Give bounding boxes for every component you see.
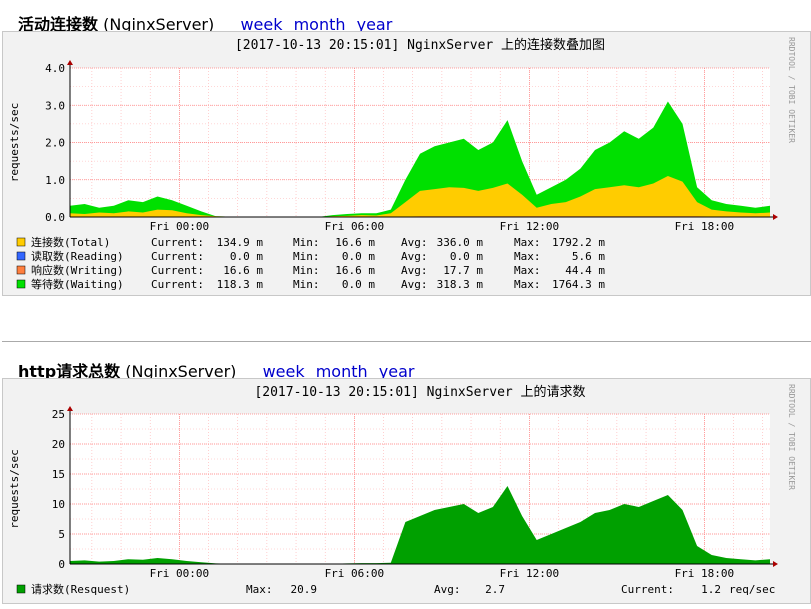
week-link[interactable]: week bbox=[262, 362, 305, 381]
connections-graph: [2017-10-13 20:15:01] NginxServer 上的连接数叠… bbox=[2, 31, 811, 296]
x-tick-label: Fri 06:00 bbox=[325, 220, 385, 233]
y-tick-label: 15 bbox=[52, 468, 65, 481]
legend-min-label: Min: bbox=[293, 264, 320, 277]
legend-avg-value: 336.0 m bbox=[437, 236, 484, 249]
section-title: 活动连接数 bbox=[18, 15, 99, 34]
legend-swatch bbox=[16, 584, 26, 594]
requests-graph: [2017-10-13 20:15:01] NginxServer 上的请求数 R… bbox=[2, 378, 811, 604]
x-tick-label: Fri 18:00 bbox=[675, 220, 735, 233]
waiting-area bbox=[70, 101, 770, 217]
legend-label: 请求数(Resquest) bbox=[31, 583, 130, 596]
legend-max-value: 44.4 m bbox=[565, 264, 605, 277]
legend-min-value: 16.6 m bbox=[335, 264, 375, 277]
y-tick-label: 2.0 bbox=[45, 137, 65, 150]
legend-min-value: 0.0 m bbox=[342, 278, 375, 291]
legend-avg-label: Avg: bbox=[434, 583, 461, 596]
legend-current-value: 118.3 m bbox=[217, 278, 264, 291]
y-tick-label: 4.0 bbox=[45, 62, 65, 75]
legend-max-label: Max: bbox=[514, 278, 541, 291]
month-link[interactable]: month bbox=[293, 15, 346, 34]
legend-swatch bbox=[16, 251, 26, 261]
legend-current-label: Current: bbox=[151, 278, 204, 291]
y-axis-label: requests/sec bbox=[8, 103, 21, 182]
y-axis-arrow bbox=[67, 60, 73, 65]
x-tick-label: Fri 12:00 bbox=[500, 220, 560, 233]
month-link[interactable]: month bbox=[315, 362, 368, 381]
legend-min-value: 0.0 m bbox=[342, 250, 375, 263]
legend-swatch bbox=[16, 279, 26, 289]
section-divider bbox=[2, 341, 811, 342]
section-title: http请求总数 bbox=[18, 362, 121, 381]
section-heading-connections: 活动连接数 (NginxServer) week month year bbox=[18, 11, 392, 35]
legend-current-label: Current: bbox=[621, 583, 674, 596]
legend-avg-label: Avg: bbox=[401, 278, 428, 291]
requests-chart: [2017-10-13 20:15:01] NginxServer 上的请求数 R… bbox=[8, 384, 796, 596]
y-tick-label: 20 bbox=[52, 438, 65, 451]
total-area bbox=[70, 176, 770, 217]
y-tick-label: 5 bbox=[58, 528, 65, 541]
legend-current-value: 134.9 m bbox=[217, 236, 264, 249]
x-tick-label: Fri 00:00 bbox=[150, 220, 210, 233]
legend-current-label: Current: bbox=[151, 250, 204, 263]
week-link[interactable]: week bbox=[240, 15, 283, 34]
legend-max-value: 1764.3 m bbox=[552, 278, 605, 291]
legend-max-value: 1792.2 m bbox=[552, 236, 605, 249]
x-tick-label: Fri 00:00 bbox=[150, 567, 210, 580]
legend-current-value: 1.2 bbox=[701, 583, 721, 596]
legend-max-value: 5.6 m bbox=[572, 250, 605, 263]
legend-max-label: Max: bbox=[514, 236, 541, 249]
legend-avg-value: 0.0 m bbox=[450, 250, 483, 263]
legend-avg-value: 17.7 m bbox=[443, 264, 483, 277]
legend-min-value: 16.6 m bbox=[335, 236, 375, 249]
legend-min-label: Min: bbox=[293, 250, 320, 263]
legend-current-value: 0.0 m bbox=[230, 250, 263, 263]
year-link[interactable]: year bbox=[356, 15, 393, 34]
y-tick-label: 3.0 bbox=[45, 99, 65, 112]
x-tick-label: Fri 12:00 bbox=[500, 567, 560, 580]
chart-title: [2017-10-13 20:15:01] NginxServer 上的连接数叠… bbox=[235, 37, 605, 53]
server-name: (NginxServer) bbox=[125, 362, 237, 381]
legend-current-value: 16.6 m bbox=[223, 264, 263, 277]
x-tick-label: Fri 06:00 bbox=[325, 567, 385, 580]
legend-max-label: Max: bbox=[514, 264, 541, 277]
legend-swatch bbox=[16, 237, 26, 247]
legend-avg-label: Avg: bbox=[401, 250, 428, 263]
legend-max-value: 20.9 bbox=[291, 583, 318, 596]
x-axis-arrow bbox=[773, 561, 778, 567]
requests-area bbox=[70, 486, 770, 564]
legend-label: 读取数(Reading) bbox=[31, 249, 124, 263]
y-tick-label: 0.0 bbox=[45, 211, 65, 224]
x-axis-arrow bbox=[773, 214, 778, 220]
y-tick-label: 25 bbox=[52, 408, 65, 421]
chart-title: [2017-10-13 20:15:01] NginxServer 上的请求数 bbox=[254, 384, 585, 400]
legend-swatch bbox=[16, 265, 26, 275]
legend-label: 等待数(Waiting) bbox=[31, 277, 124, 291]
y-axis-label: requests/sec bbox=[8, 449, 21, 528]
legend-avg-value: 2.7 bbox=[485, 583, 505, 596]
legend-max-label: Max: bbox=[514, 250, 541, 263]
legend-label: 连接数(Total) bbox=[31, 236, 110, 249]
legend-max-label: Max: bbox=[246, 583, 273, 596]
legend-avg-label: Avg: bbox=[401, 236, 428, 249]
connections-chart: [2017-10-13 20:15:01] NginxServer 上的连接数叠… bbox=[8, 37, 796, 291]
legend-min-label: Min: bbox=[293, 278, 320, 291]
section-heading-requests: http请求总数 (NginxServer) week month year bbox=[18, 358, 414, 382]
x-tick-label: Fri 18:00 bbox=[675, 567, 735, 580]
legend-avg-value: 318.3 m bbox=[437, 278, 484, 291]
legend-current-label: Current: bbox=[151, 236, 204, 249]
legend-min-label: Min: bbox=[293, 236, 320, 249]
legend-avg-label: Avg: bbox=[401, 264, 428, 277]
year-link[interactable]: year bbox=[378, 362, 415, 381]
legend-current-label: Current: bbox=[151, 264, 204, 277]
legend-unit: req/sec bbox=[729, 583, 775, 596]
y-tick-label: 0 bbox=[58, 558, 65, 571]
y-tick-label: 10 bbox=[52, 498, 65, 511]
watermark: RRDTOOL / TOBI OETIKER bbox=[787, 37, 796, 143]
server-name: (NginxServer) bbox=[103, 15, 215, 34]
y-tick-label: 1.0 bbox=[45, 174, 65, 187]
watermark: RRDTOOL / TOBI OETIKER bbox=[787, 384, 796, 490]
legend-label: 响应数(Writing) bbox=[31, 263, 124, 277]
y-axis-arrow bbox=[67, 406, 73, 411]
